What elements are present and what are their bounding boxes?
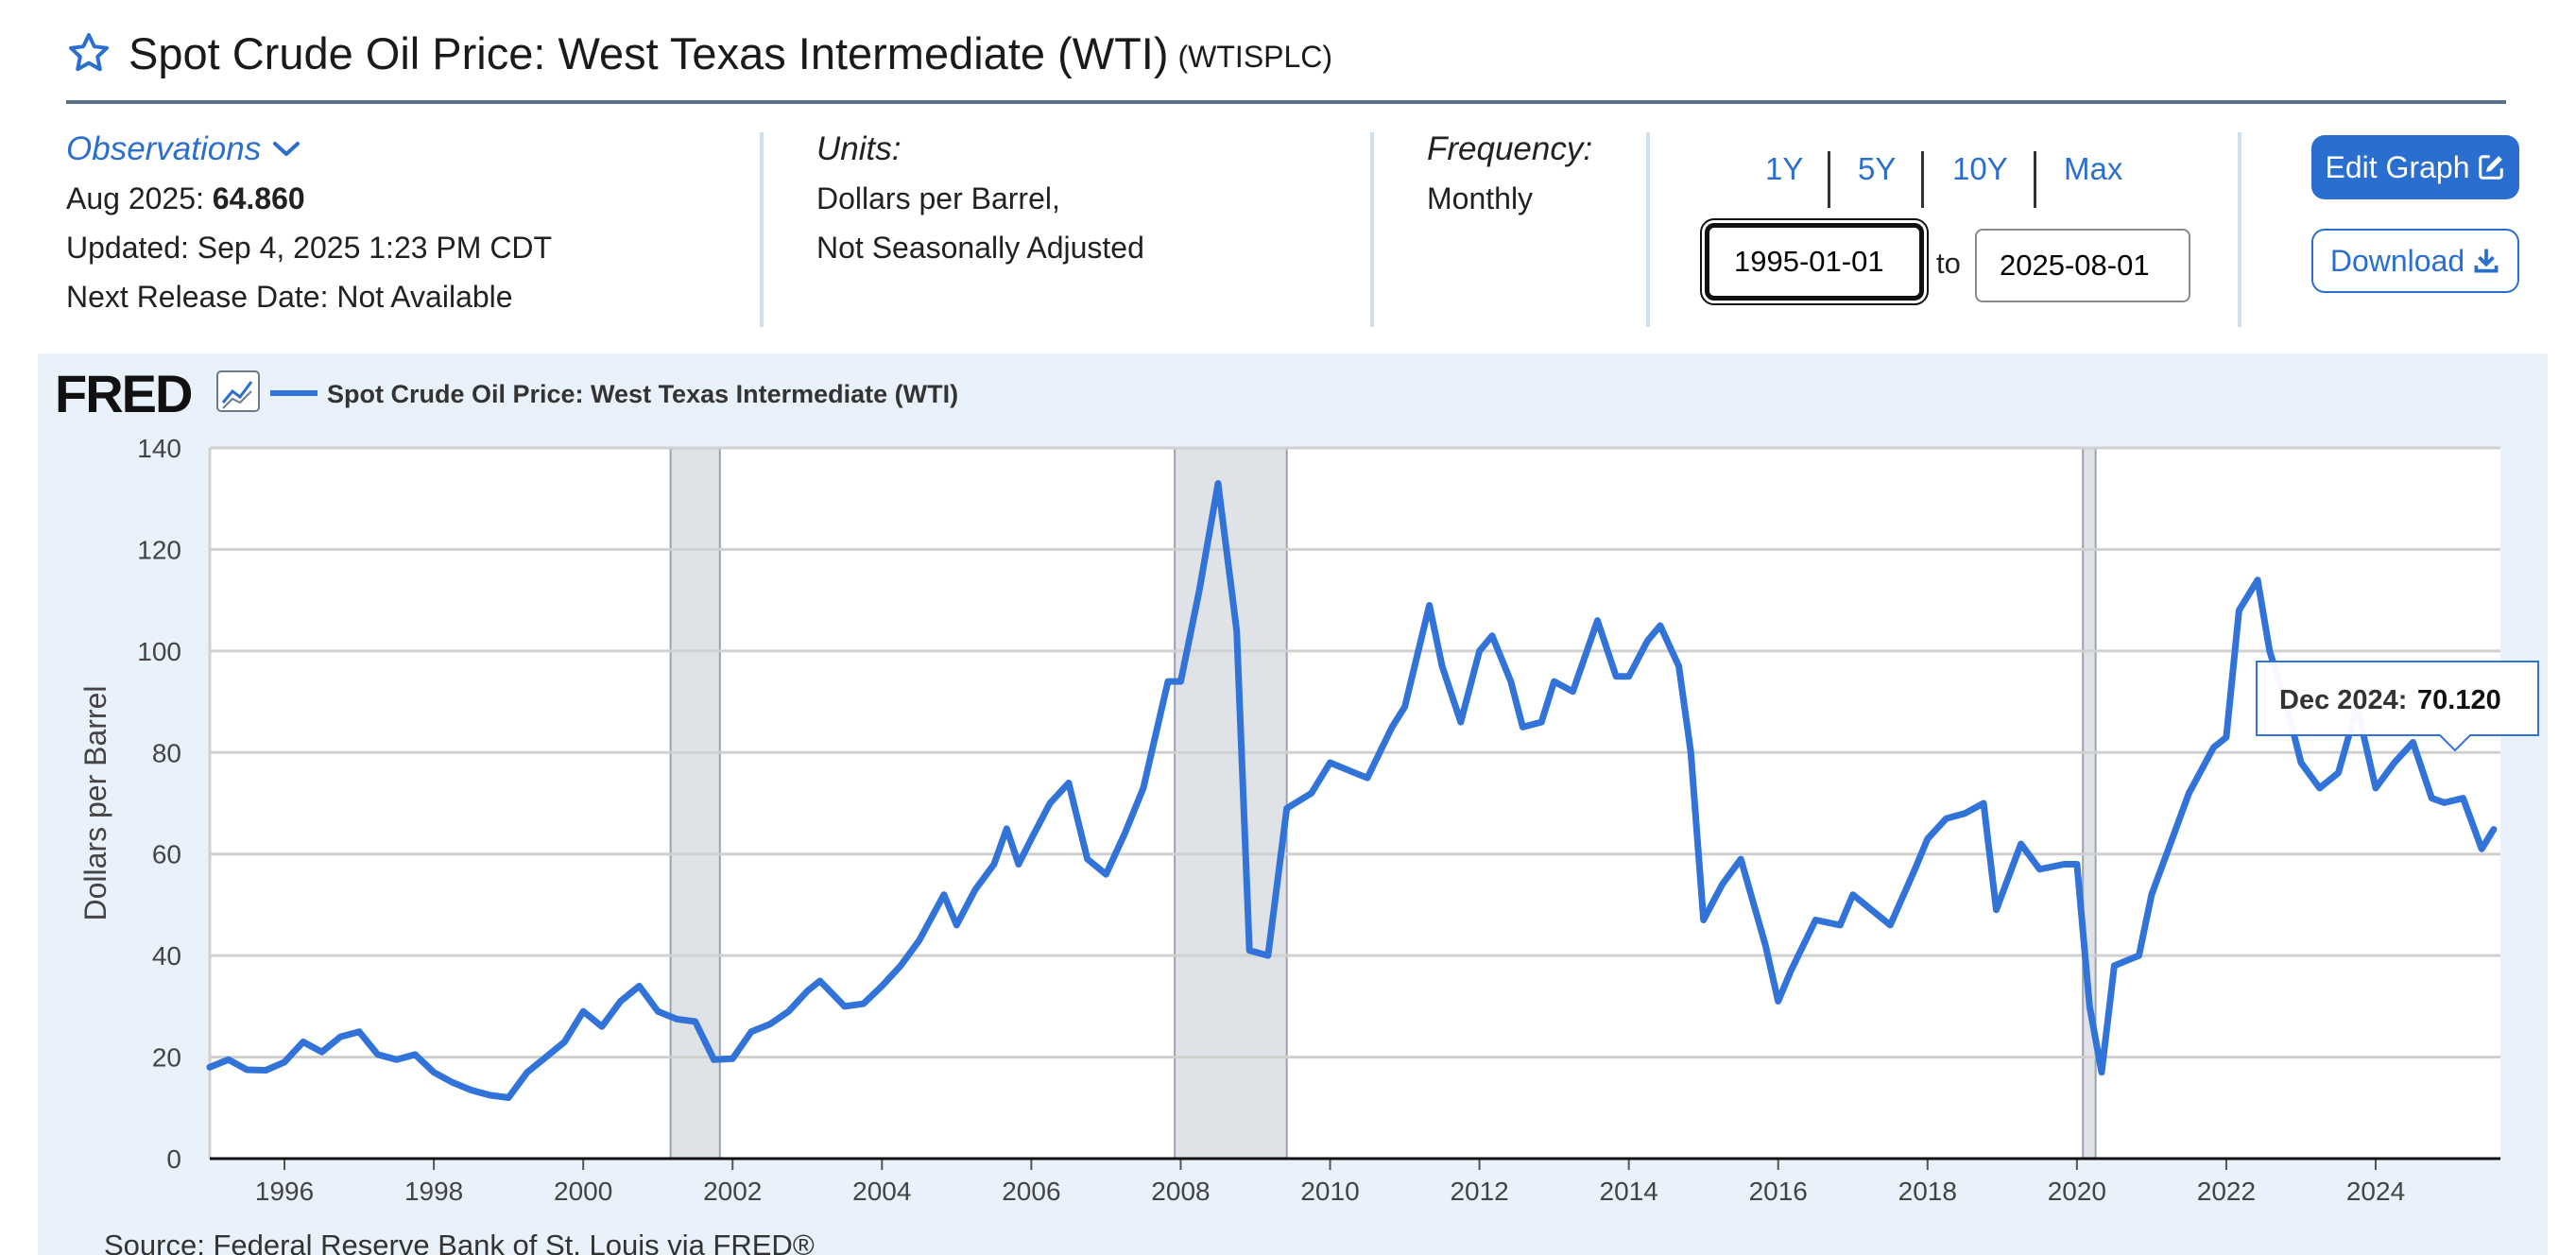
series-line[interactable] xyxy=(206,480,2498,1101)
units-panel: Units: Dollars per Barrel, Not Seasonall… xyxy=(816,125,1144,272)
y-axis-ticks: 0 20 40 60 80 100 120 140 xyxy=(137,434,181,1174)
download-icon xyxy=(2474,249,2499,273)
frequency-value: Monthly xyxy=(1427,181,1534,215)
frequency-label: Frequency: xyxy=(1427,130,1593,167)
range-divider xyxy=(1921,151,1924,208)
x-tick-label: 2014 xyxy=(1600,1177,1658,1206)
download-button[interactable]: Download xyxy=(2311,229,2519,293)
x-tick-label: 2010 xyxy=(1300,1177,1359,1206)
range-divider xyxy=(2034,151,2036,208)
chart-panel: FRED Spot Crude Oil Price: West Texas In… xyxy=(38,353,2548,1255)
range-1y-button[interactable]: 1Y xyxy=(1765,151,1804,186)
x-tick-label: 2018 xyxy=(1898,1177,1957,1206)
title-row: Spot Crude Oil Price: West Texas Interme… xyxy=(66,23,1332,83)
end-date-input[interactable] xyxy=(1975,229,2190,302)
x-tick-label: 2016 xyxy=(1749,1177,1808,1206)
x-tick-label: 2012 xyxy=(1450,1177,1508,1206)
source-note: Source: Federal Reserve Bank of St. Loui… xyxy=(104,1229,815,1255)
x-tick-label: 2008 xyxy=(1151,1177,1210,1206)
chevron-down-icon xyxy=(273,142,301,156)
y-tick-label: 20 xyxy=(152,1043,181,1073)
edit-icon xyxy=(2479,155,2504,180)
recession-band xyxy=(670,448,720,1159)
x-tick-label: 2004 xyxy=(852,1177,911,1206)
tooltip-value: 70.120 xyxy=(2417,685,2501,715)
chart: FRED Spot Crude Oil Price: West Texas In… xyxy=(55,364,2539,1255)
units-label: Units: xyxy=(816,130,902,167)
separator xyxy=(2238,132,2241,327)
next-release-text: Next Release Date: Not Available xyxy=(66,280,513,314)
x-tick-label: 2020 xyxy=(2048,1177,2106,1206)
tooltip: Dec 2024: 70.120 xyxy=(2256,661,2539,752)
frequency-panel: Frequency: Monthly xyxy=(1427,125,1592,223)
tooltip-box xyxy=(2256,661,2539,752)
range-divider xyxy=(1828,151,1830,208)
legend-label: Spot Crude Oil Price: West Texas Interme… xyxy=(327,380,958,408)
x-tick-label: 2002 xyxy=(703,1177,762,1206)
date-to-label: to xyxy=(1936,247,1961,280)
download-label: Download xyxy=(2329,243,2465,278)
x-axis-ticks: 1996 1998 2000 2002 2004 2006 2008 2010 2012 2014… xyxy=(255,1159,2405,1206)
y-tick-label: 100 xyxy=(137,637,181,666)
latest-observation: Aug 2025: 64.860 xyxy=(66,174,552,223)
separator xyxy=(1646,132,1650,327)
range-5y-button[interactable]: 5Y xyxy=(1858,151,1897,186)
y-axis-label: Dollars per Barrel xyxy=(78,686,112,921)
edit-graph-button[interactable]: Edit Graph xyxy=(2311,135,2519,199)
x-tick-label: 1996 xyxy=(255,1177,314,1206)
y-tick-label: 120 xyxy=(137,535,181,564)
x-tick-label: 2024 xyxy=(2346,1177,2405,1206)
plot-area xyxy=(210,448,2500,1159)
edit-graph-label: Edit Graph xyxy=(2325,149,2470,184)
range-max-button[interactable]: Max xyxy=(2064,151,2123,186)
fred-logo[interactable]: FRED xyxy=(55,364,194,423)
x-tick-label: 2022 xyxy=(2197,1177,2256,1206)
range-10y-button[interactable]: 10Y xyxy=(1952,151,2008,186)
tooltip-label: Dec 2024: xyxy=(2279,685,2407,715)
y-tick-label: 140 xyxy=(137,434,181,463)
observations-panel: Observations Aug 2025: 64.860 Updated: S… xyxy=(66,125,552,321)
series-id: (WTISPLC) xyxy=(1177,39,1333,74)
units-line1: Dollars per Barrel, xyxy=(816,181,1060,215)
title-divider xyxy=(66,100,2506,104)
units-line2: Not Seasonally Adjusted xyxy=(816,231,1144,265)
page-title: Spot Crude Oil Price: West Texas Interme… xyxy=(129,27,1169,78)
y-tick-label: 0 xyxy=(166,1144,181,1174)
chart-icon[interactable] xyxy=(216,370,260,412)
x-tick-label: 2000 xyxy=(554,1177,612,1206)
start-date-input[interactable] xyxy=(1700,218,1929,305)
observations-label: Observations xyxy=(66,130,262,167)
y-tick-label: 80 xyxy=(152,738,181,767)
x-tick-label: 1998 xyxy=(404,1177,463,1206)
separator xyxy=(1370,132,1374,327)
recession-band xyxy=(2083,448,2096,1159)
x-tick-label: 2006 xyxy=(1002,1177,1060,1206)
observations-dropdown[interactable]: Observations xyxy=(66,125,302,174)
recession-band xyxy=(1175,448,1287,1159)
latest-period: Aug 2025: xyxy=(66,181,204,215)
latest-value: 64.860 xyxy=(212,181,305,215)
y-tick-label: 60 xyxy=(152,840,181,869)
separator xyxy=(760,132,764,327)
y-tick-label: 40 xyxy=(152,941,181,971)
star-icon[interactable] xyxy=(66,30,112,76)
updated-text: Updated: Sep 4, 2025 1:23 PM CDT xyxy=(66,231,553,265)
